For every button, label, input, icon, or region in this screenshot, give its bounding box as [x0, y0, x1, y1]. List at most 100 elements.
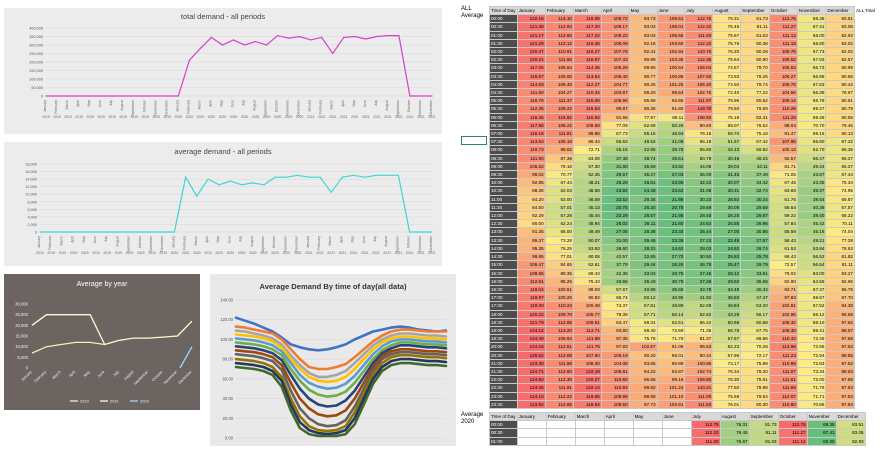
value-cell[interactable]: 83.06	[835, 428, 866, 438]
value-cell[interactable]: 113.63	[516, 137, 546, 147]
value-cell[interactable]: 62.69	[628, 120, 658, 131]
value-cell[interactable]: 124.60	[516, 375, 546, 385]
value-cell[interactable]: 81.73	[740, 14, 770, 24]
value-cell[interactable]: 124.16	[516, 342, 546, 352]
value-cell[interactable]: 76.43	[572, 276, 602, 286]
value-cell[interactable]: 112.65	[544, 317, 574, 327]
value-cell[interactable]: 47.47	[740, 293, 770, 303]
value-cell[interactable]: 68.38	[796, 14, 827, 24]
value-cell[interactable]: 112.51	[544, 342, 574, 352]
value-cell[interactable]: 99.02	[516, 170, 546, 180]
value-cell[interactable]: 111.23	[768, 350, 798, 360]
value-cell[interactable]: 88.35	[544, 268, 574, 278]
value-cell[interactable]: 112.60	[544, 366, 574, 377]
value-cell[interactable]: 101.24	[656, 383, 686, 393]
value-cell[interactable]	[603, 428, 634, 438]
value-cell[interactable]: 60.68	[740, 317, 770, 327]
value-cell[interactable]: 121.29	[516, 38, 546, 49]
value-cell[interactable]: 81.73	[748, 420, 779, 430]
value-cell[interactable]: 40.98	[628, 284, 658, 295]
value-cell[interactable]: 75.99	[740, 358, 770, 368]
value-cell[interactable]: 21.98	[656, 194, 686, 204]
value-cell[interactable]: 72.57	[768, 260, 798, 270]
value-cell[interactable]: 48.21	[572, 178, 602, 188]
value-cell[interactable]: 111.91	[544, 383, 574, 393]
value-cell[interactable]: 65.80	[796, 137, 827, 147]
value-cell[interactable]: 67.73	[796, 47, 827, 57]
value-cell[interactable]: 106.81	[600, 366, 630, 377]
value-cell[interactable]: 116.36	[572, 38, 602, 49]
value-cell[interactable]: 106.29	[600, 63, 630, 73]
value-cell[interactable]: 79.02	[768, 268, 798, 278]
value-cell[interactable]: 25.02	[600, 219, 630, 229]
time-cell[interactable]: 02:00	[489, 47, 518, 57]
value-cell[interactable]: 75.76	[712, 38, 742, 49]
value-cell[interactable]: 115.92	[572, 112, 602, 122]
value-cell[interactable]: 24.62	[656, 243, 686, 254]
time-cell[interactable]: 00:00	[489, 420, 518, 430]
value-cell[interactable]: 112.07	[768, 391, 798, 401]
value-cell[interactable]: 55.80	[684, 145, 714, 155]
value-cell[interactable]: 123.30	[516, 358, 546, 368]
time-cell[interactable]: 05:00	[489, 96, 518, 106]
value-cell[interactable]: 68.38	[806, 420, 837, 430]
value-cell[interactable]: 72.17	[740, 350, 770, 360]
value-cell[interactable]: 76.45	[719, 428, 750, 438]
value-cell[interactable]	[632, 420, 663, 430]
time-cell[interactable]: 20:00	[489, 342, 518, 352]
value-cell[interactable]: 99.64	[656, 88, 686, 98]
value-cell[interactable]: 66.27	[825, 153, 855, 163]
value-cell[interactable]: 75.64	[712, 55, 742, 65]
value-cell[interactable]: 97.83	[600, 342, 630, 352]
value-cell[interactable]: 45.16	[796, 227, 827, 237]
value-cell[interactable]: 92.87	[656, 366, 686, 377]
value-cell[interactable]: 67.44	[544, 178, 574, 188]
value-cell[interactable]: 26.30	[628, 202, 658, 213]
value-cell[interactable]: 57.67	[600, 284, 630, 295]
value-cell[interactable]: 110.44	[768, 334, 798, 344]
value-cell[interactable]: 115.92	[544, 112, 574, 122]
value-cell[interactable]: 121.17	[516, 30, 546, 40]
value-cell[interactable]: 62.70	[796, 145, 827, 155]
value-cell[interactable]: 41.92	[684, 293, 714, 303]
value-cell[interactable]: 69.15	[796, 129, 827, 139]
value-cell[interactable]: 72.00	[796, 375, 827, 385]
column-header[interactable]: March	[574, 411, 605, 422]
time-cell[interactable]: 14:30	[489, 252, 518, 262]
value-cell[interactable]: 76.16	[684, 129, 714, 139]
value-cell[interactable]: 110.91	[544, 47, 574, 57]
value-cell[interactable]: 42.38	[600, 268, 630, 278]
value-cell[interactable]: 81.71	[768, 161, 798, 172]
value-cell[interactable]: 113.54	[572, 71, 602, 81]
value-cell[interactable]: 112.66	[544, 30, 574, 40]
value-cell[interactable]: 50.07	[572, 235, 602, 245]
column-header[interactable]: February	[545, 411, 576, 422]
value-cell[interactable]: 78.63	[825, 243, 855, 254]
value-cell[interactable]	[545, 420, 576, 430]
value-cell[interactable]: 86.79	[825, 284, 855, 295]
value-cell[interactable]: 104.77	[600, 79, 630, 90]
value-cell[interactable]: 43.29	[712, 309, 742, 319]
value-cell[interactable]: 80.38	[740, 38, 770, 49]
value-cell[interactable]: 106.63	[768, 63, 798, 73]
value-cell[interactable]: 89.90	[628, 63, 658, 73]
value-cell[interactable]: 62.24	[544, 219, 574, 229]
value-cell[interactable]: 90.25	[628, 79, 658, 90]
value-cell[interactable]: 24.62	[712, 243, 742, 254]
value-cell[interactable]: 33.78	[684, 284, 714, 295]
time-cell[interactable]: 07:00	[489, 129, 518, 139]
value-cell[interactable]: 75.67	[719, 436, 750, 446]
value-cell[interactable]: 99.95	[516, 252, 546, 262]
value-cell[interactable]: 43.67	[796, 170, 827, 180]
value-cell[interactable]: 49.21	[796, 235, 827, 245]
value-cell[interactable]: 107.76	[600, 47, 630, 57]
value-cell[interactable]: 111.27	[777, 428, 808, 438]
value-cell[interactable]: 109.72	[600, 14, 630, 24]
value-cell[interactable]: 124.05	[516, 383, 546, 393]
value-cell[interactable]: 77.22	[740, 88, 770, 98]
value-cell[interactable]: 27.00	[712, 227, 742, 237]
value-cell[interactable]: 56.47	[796, 153, 827, 163]
time-cell[interactable]: 09:00	[489, 161, 518, 172]
value-cell[interactable]: 124.49	[516, 334, 546, 344]
value-cell[interactable]: 81.11	[825, 260, 855, 270]
